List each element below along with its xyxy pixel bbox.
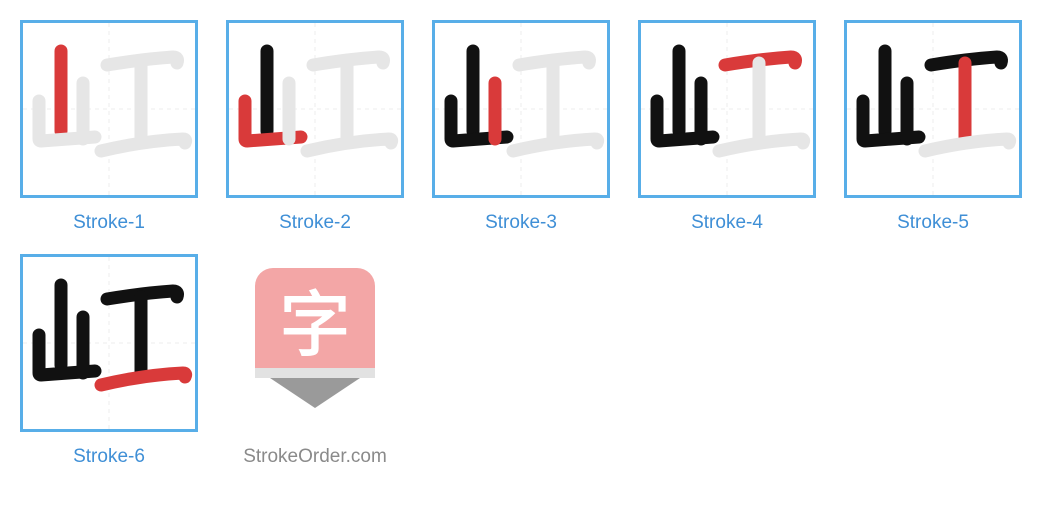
- stroke-cell: Stroke-4: [638, 20, 816, 234]
- stroke-label: Stroke-3: [485, 212, 557, 234]
- stroke-tile: [20, 254, 198, 432]
- stroke-tile: [432, 20, 610, 198]
- stroke-label: Stroke-4: [691, 212, 763, 234]
- stroke-tile: [638, 20, 816, 198]
- stroke-tile: [20, 20, 198, 198]
- stroke-tile: [844, 20, 1022, 198]
- stroke-label: Stroke-2: [279, 212, 351, 234]
- pencil-icon: 字: [255, 268, 375, 368]
- brand-site-label: StrokeOrder.com: [243, 446, 387, 468]
- logo-character: 字: [279, 266, 351, 371]
- stroke-cell: Stroke-3: [432, 20, 610, 234]
- brand-cell: 字 StrokeOrder.com: [226, 254, 404, 468]
- stroke-cell: Stroke-2: [226, 20, 404, 234]
- pencil-band: [255, 368, 375, 378]
- stroke-label: Stroke-5: [897, 212, 969, 234]
- stroke-grid: Stroke-1 Stroke-2 Stroke-3 Stroke-4 Stroke-5…: [20, 20, 1030, 468]
- stroke-cell: Stroke-5: [844, 20, 1022, 234]
- stroke-label: Stroke-6: [73, 446, 145, 468]
- stroke-cell: Stroke-1: [20, 20, 198, 234]
- brand-logo: 字: [226, 254, 404, 432]
- stroke-cell: Stroke-6: [20, 254, 198, 468]
- stroke-label: Stroke-1: [73, 212, 145, 234]
- stroke-tile: [226, 20, 404, 198]
